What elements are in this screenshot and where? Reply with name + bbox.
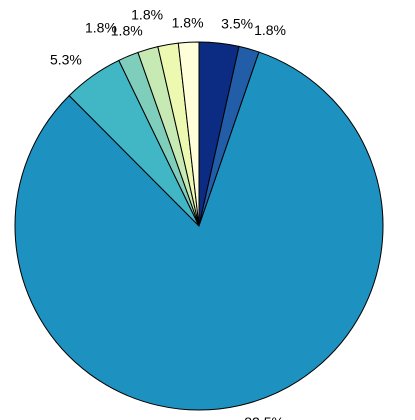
pie-slice — [14, 51, 384, 411]
slice-label: 5.3% — [50, 52, 82, 68]
slice-label: 1.8% — [172, 15, 204, 31]
slice-label: 1.8% — [111, 22, 143, 38]
slice-label: 3.5% — [221, 16, 253, 32]
slice-label: 1.8% — [254, 22, 286, 38]
slice-label: 1.8% — [131, 6, 163, 22]
pie-slice — [177, 41, 200, 227]
slice-label: 82.5% — [244, 414, 284, 420]
slice-label: 1.8% — [85, 20, 117, 36]
